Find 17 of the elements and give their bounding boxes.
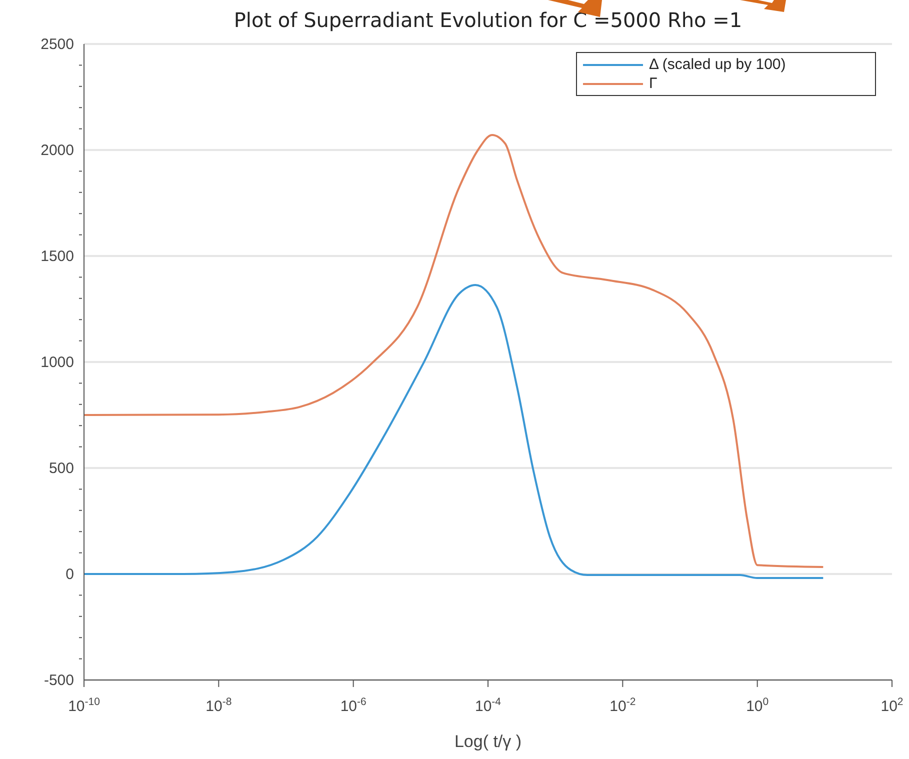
y-tick-label: 1500	[40, 248, 74, 265]
x-axis-title: Log( t/γ )	[454, 732, 522, 751]
x-tick-label: 10$^{0}$	[746, 696, 769, 715]
x-tick-label: 10$^{-4}$	[474, 696, 502, 715]
legend-label: Δ (scaled up by 100)	[649, 56, 786, 73]
x-tick-label: 10$^{2}$	[880, 696, 904, 715]
y-tick-label: -500	[44, 672, 74, 689]
y-tick-label: 2500	[40, 36, 74, 53]
legend-label: Γ	[649, 75, 658, 92]
x-tick-label: 10$^{-8}$	[206, 696, 232, 715]
y-tick-label: 500	[48, 460, 74, 477]
y-tick-label: 0	[66, 566, 74, 583]
y-tick-label: 2000	[40, 142, 74, 159]
x-tick-label: 10$^{-10}$	[68, 696, 100, 715]
y-tick-label: 1000	[40, 354, 74, 371]
x-tick-label: 10$^{-2}$	[610, 696, 636, 715]
x-tick-label: 10$^{-6}$	[340, 696, 366, 715]
